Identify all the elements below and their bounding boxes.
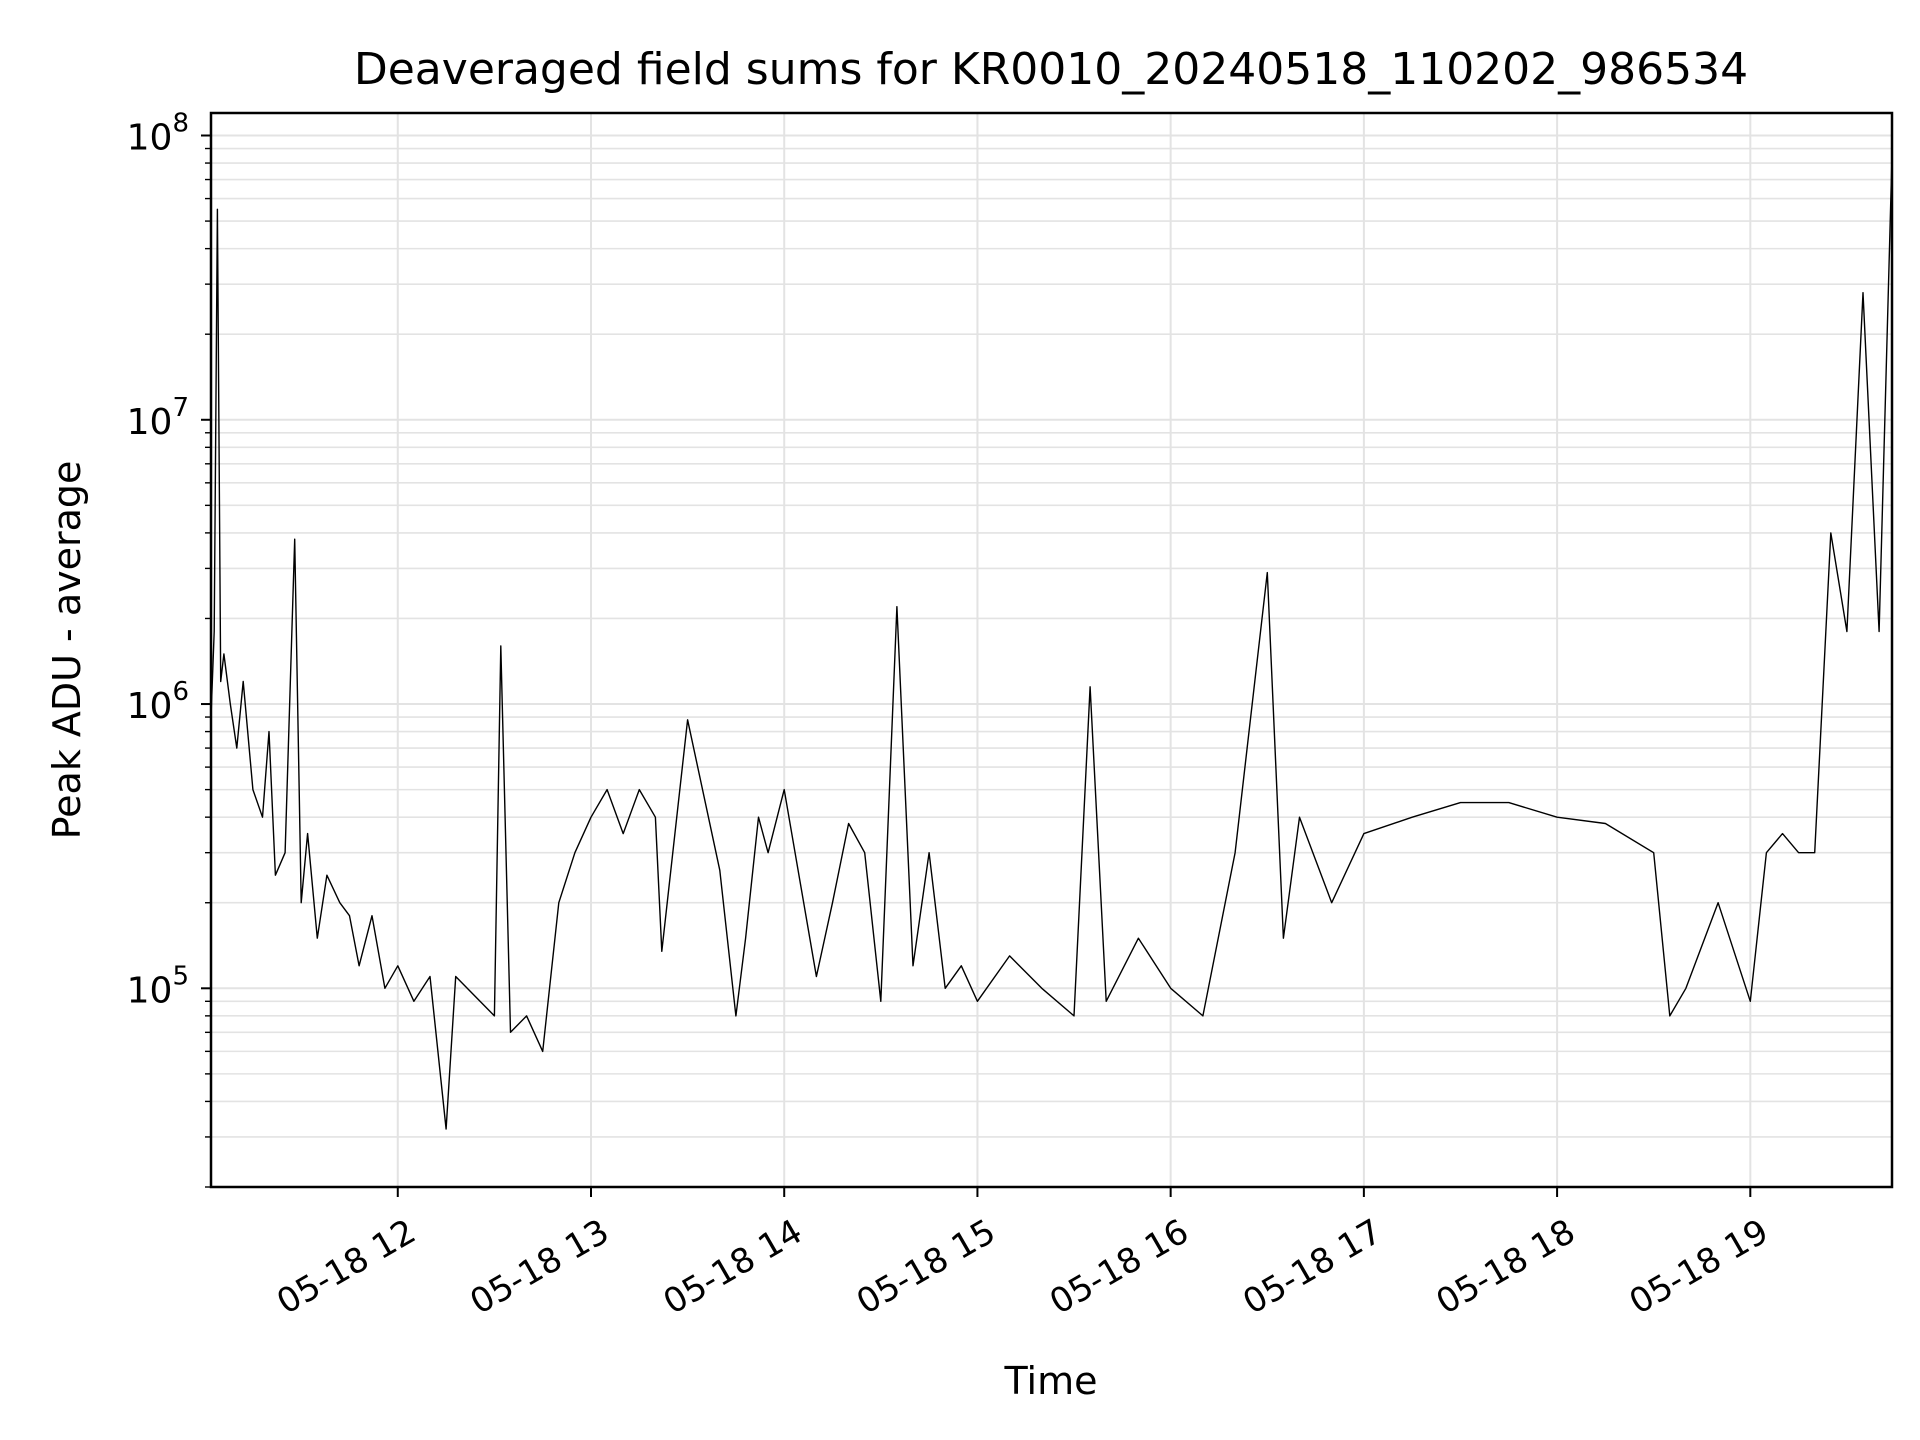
chart-title: Deaveraged field sums for KR0010_2024051…	[354, 44, 1748, 95]
x-tick-label: 05-18 16	[1043, 1212, 1195, 1323]
y-tick-base: 10	[127, 118, 173, 159]
plot-frame	[209, 111, 1894, 1189]
y-tick-exponent: 6	[172, 677, 189, 707]
x-tick-label: 05-18 18	[1430, 1212, 1582, 1323]
y-tick-label: 105	[127, 961, 189, 1011]
x-tick-label: 05-18 17	[1236, 1212, 1388, 1323]
y-tick-base: 10	[127, 402, 173, 443]
series-line	[210, 155, 1893, 1130]
y-tick-exponent: 5	[172, 961, 189, 991]
x-tick-label: 05-18 15	[850, 1212, 1002, 1323]
y-tick-label: 107	[127, 393, 189, 443]
x-tick-label: 05-18 14	[657, 1212, 809, 1323]
axis-ticks: 05-18 12 05-18 13 05-18 14 05-18 15 05-18 16…	[127, 109, 1776, 1323]
grid-lines	[211, 113, 1892, 1188]
x-tick-label: 05-18 12	[270, 1212, 422, 1323]
y-tick-exponent: 8	[172, 109, 189, 139]
x-tick-label: 05-18 13	[464, 1212, 616, 1323]
y-tick-base: 10	[127, 686, 173, 727]
x-tick-label: 05-18 19	[1623, 1212, 1775, 1323]
y-tick-label: 106	[127, 677, 189, 727]
y-tick-label: 108	[127, 109, 189, 159]
y-tick-base: 10	[127, 970, 173, 1011]
x-axis-label: Time	[1004, 1359, 1098, 1403]
y-tick-exponent: 7	[172, 393, 189, 423]
y-axis-label: Peak ADU - average	[45, 461, 89, 840]
